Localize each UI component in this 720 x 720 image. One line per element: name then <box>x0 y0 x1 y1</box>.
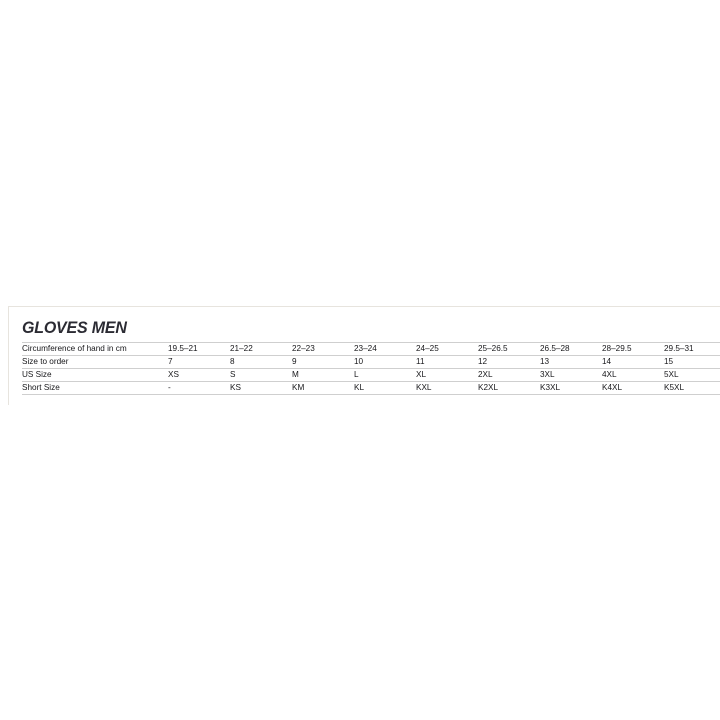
table-cell: KM <box>292 381 354 395</box>
table-cell: 12 <box>478 355 540 369</box>
size-table: Circumference of hand in cm 19.5–21 21–2… <box>22 342 720 395</box>
table-cell: 4XL <box>602 368 664 382</box>
table-cell: K5XL <box>664 381 720 395</box>
table-row: US Size XS S M L XL 2XL 3XL 4XL 5XL <box>22 368 720 382</box>
row-label-short-size: Short Size <box>22 381 168 395</box>
table-cell: 5XL <box>664 368 720 382</box>
table-cell: 25–26.5 <box>478 342 540 356</box>
table-cell: KL <box>354 381 416 395</box>
table-cell: 24–25 <box>416 342 478 356</box>
page-title: GLOVES MEN <box>22 318 127 337</box>
table-cell: S <box>230 368 292 382</box>
table-cell: 13 <box>540 355 602 369</box>
table-cell: 7 <box>168 355 230 369</box>
table-cell: K3XL <box>540 381 602 395</box>
table-cell: M <box>292 368 354 382</box>
table-cell: 26.5–28 <box>540 342 602 356</box>
table-cell: 23–24 <box>354 342 416 356</box>
table-cell: XS <box>168 368 230 382</box>
size-chart-card: GLOVES MEN Circumference of hand in cm 1… <box>8 306 720 405</box>
table-cell: 14 <box>602 355 664 369</box>
table-cell: 28–29.5 <box>602 342 664 356</box>
table-cell: 9 <box>292 355 354 369</box>
table-row: Size to order 7 8 9 10 11 12 13 14 15 <box>22 355 720 369</box>
table-cell: 19.5–21 <box>168 342 230 356</box>
table-cell: XL <box>416 368 478 382</box>
row-label-size-to-order: Size to order <box>22 355 168 369</box>
size-table-body: Circumference of hand in cm 19.5–21 21–2… <box>22 342 720 395</box>
row-label-circumference: Circumference of hand in cm <box>22 342 168 356</box>
table-cell: - <box>168 381 230 395</box>
table-row: Circumference of hand in cm 19.5–21 21–2… <box>22 342 720 356</box>
table-row: Short Size - KS KM KL KXL K2XL K3XL K4XL… <box>22 381 720 395</box>
size-table-container: Circumference of hand in cm 19.5–21 21–2… <box>22 342 720 395</box>
table-cell: 2XL <box>478 368 540 382</box>
table-cell: K4XL <box>602 381 664 395</box>
table-cell: 21–22 <box>230 342 292 356</box>
table-cell: 10 <box>354 355 416 369</box>
table-cell: 11 <box>416 355 478 369</box>
table-cell: KXL <box>416 381 478 395</box>
row-label-us-size: US Size <box>22 368 168 382</box>
table-cell: 8 <box>230 355 292 369</box>
table-cell: 22–23 <box>292 342 354 356</box>
table-cell: 15 <box>664 355 720 369</box>
table-cell: L <box>354 368 416 382</box>
table-cell: 3XL <box>540 368 602 382</box>
table-cell: 29.5–31 <box>664 342 720 356</box>
table-cell: KS <box>230 381 292 395</box>
table-cell: K2XL <box>478 381 540 395</box>
